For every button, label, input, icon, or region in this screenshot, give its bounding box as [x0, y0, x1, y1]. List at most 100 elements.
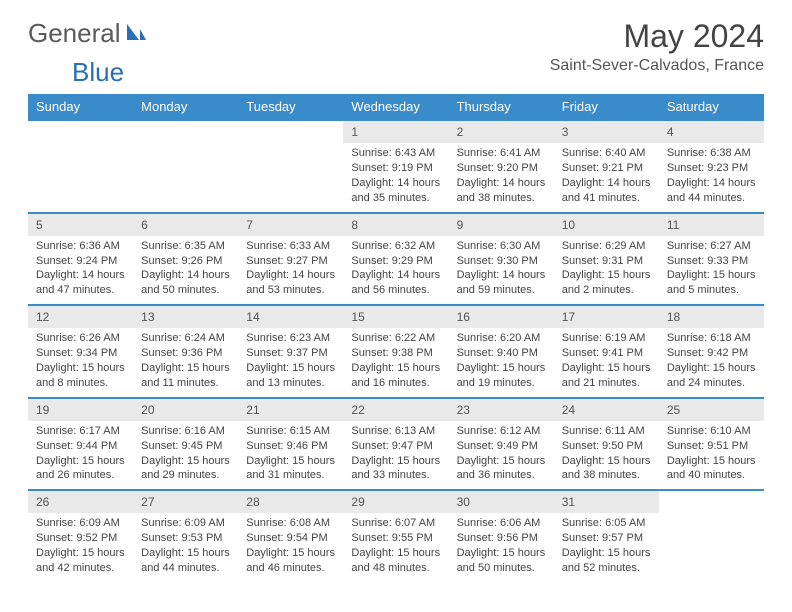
calendar-day-cell: 17Sunrise: 6:19 AMSunset: 9:41 PMDayligh… — [554, 305, 659, 398]
day-number: 14 — [238, 306, 343, 328]
daylight-text: Daylight: 15 hours and 13 minutes. — [246, 361, 335, 391]
calendar-day-cell: 22Sunrise: 6:13 AMSunset: 9:47 PMDayligh… — [343, 398, 448, 491]
daylight-text: Daylight: 15 hours and 31 minutes. — [246, 454, 335, 484]
sunset-text: Sunset: 9:20 PM — [457, 161, 546, 176]
sunrise-text: Sunrise: 6:08 AM — [246, 516, 335, 531]
sunrise-text: Sunrise: 6:32 AM — [351, 239, 440, 254]
day-details: Sunrise: 6:22 AMSunset: 9:38 PMDaylight:… — [343, 328, 448, 396]
daylight-text: Daylight: 15 hours and 8 minutes. — [36, 361, 125, 391]
day-details: Sunrise: 6:12 AMSunset: 9:49 PMDaylight:… — [449, 421, 554, 489]
daylight-text: Daylight: 15 hours and 33 minutes. — [351, 454, 440, 484]
sunset-text: Sunset: 9:51 PM — [667, 439, 756, 454]
calendar-day-cell: 30Sunrise: 6:06 AMSunset: 9:56 PMDayligh… — [449, 490, 554, 582]
daylight-text: Daylight: 14 hours and 35 minutes. — [351, 176, 440, 206]
day-number: 22 — [343, 399, 448, 421]
day-number: 18 — [659, 306, 764, 328]
day-details: Sunrise: 6:30 AMSunset: 9:30 PMDaylight:… — [449, 236, 554, 304]
sunset-text: Sunset: 9:21 PM — [562, 161, 651, 176]
calendar-day-cell: 29Sunrise: 6:07 AMSunset: 9:55 PMDayligh… — [343, 490, 448, 582]
sunrise-text: Sunrise: 6:17 AM — [36, 424, 125, 439]
daylight-text: Daylight: 15 hours and 48 minutes. — [351, 546, 440, 576]
calendar-day-cell: 20Sunrise: 6:16 AMSunset: 9:45 PMDayligh… — [133, 398, 238, 491]
sunrise-text: Sunrise: 6:09 AM — [141, 516, 230, 531]
sunset-text: Sunset: 9:40 PM — [457, 346, 546, 361]
calendar-day-cell: 7Sunrise: 6:33 AMSunset: 9:27 PMDaylight… — [238, 213, 343, 306]
day-details: Sunrise: 6:09 AMSunset: 9:53 PMDaylight:… — [133, 513, 238, 581]
sunset-text: Sunset: 9:46 PM — [246, 439, 335, 454]
sunrise-text: Sunrise: 6:26 AM — [36, 331, 125, 346]
calendar-day-cell: 10Sunrise: 6:29 AMSunset: 9:31 PMDayligh… — [554, 213, 659, 306]
sunrise-text: Sunrise: 6:43 AM — [351, 146, 440, 161]
sunset-text: Sunset: 9:54 PM — [246, 531, 335, 546]
calendar-day-cell: 27Sunrise: 6:09 AMSunset: 9:53 PMDayligh… — [133, 490, 238, 582]
day-details: Sunrise: 6:06 AMSunset: 9:56 PMDaylight:… — [449, 513, 554, 581]
sunrise-text: Sunrise: 6:07 AM — [351, 516, 440, 531]
sunset-text: Sunset: 9:26 PM — [141, 254, 230, 269]
day-number: 7 — [238, 214, 343, 236]
calendar-day-cell: 15Sunrise: 6:22 AMSunset: 9:38 PMDayligh… — [343, 305, 448, 398]
calendar-day-cell: 23Sunrise: 6:12 AMSunset: 9:49 PMDayligh… — [449, 398, 554, 491]
day-number: 30 — [449, 491, 554, 513]
daylight-text: Daylight: 14 hours and 56 minutes. — [351, 268, 440, 298]
day-details: Sunrise: 6:10 AMSunset: 9:51 PMDaylight:… — [659, 421, 764, 489]
day-details: Sunrise: 6:19 AMSunset: 9:41 PMDaylight:… — [554, 328, 659, 396]
daylight-text: Daylight: 14 hours and 44 minutes. — [667, 176, 756, 206]
day-details: Sunrise: 6:41 AMSunset: 9:20 PMDaylight:… — [449, 143, 554, 211]
day-number: 20 — [133, 399, 238, 421]
weekday-header: Tuesday — [238, 94, 343, 120]
day-details: Sunrise: 6:23 AMSunset: 9:37 PMDaylight:… — [238, 328, 343, 396]
calendar-day-cell: 1Sunrise: 6:43 AMSunset: 9:19 PMDaylight… — [343, 120, 448, 213]
calendar-day-cell: 9Sunrise: 6:30 AMSunset: 9:30 PMDaylight… — [449, 213, 554, 306]
sunset-text: Sunset: 9:57 PM — [562, 531, 651, 546]
sunset-text: Sunset: 9:24 PM — [36, 254, 125, 269]
sunset-text: Sunset: 9:29 PM — [351, 254, 440, 269]
sunrise-text: Sunrise: 6:33 AM — [246, 239, 335, 254]
sunrise-text: Sunrise: 6:13 AM — [351, 424, 440, 439]
sunrise-text: Sunrise: 6:20 AM — [457, 331, 546, 346]
calendar-day-cell: 28Sunrise: 6:08 AMSunset: 9:54 PMDayligh… — [238, 490, 343, 582]
daylight-text: Daylight: 14 hours and 50 minutes. — [141, 268, 230, 298]
day-number: 4 — [659, 121, 764, 143]
sunset-text: Sunset: 9:34 PM — [36, 346, 125, 361]
day-details: Sunrise: 6:08 AMSunset: 9:54 PMDaylight:… — [238, 513, 343, 581]
sunset-text: Sunset: 9:45 PM — [141, 439, 230, 454]
sunset-text: Sunset: 9:56 PM — [457, 531, 546, 546]
brand-logo: General — [28, 18, 149, 49]
calendar-day-cell: 31Sunrise: 6:05 AMSunset: 9:57 PMDayligh… — [554, 490, 659, 582]
calendar-day-cell: 11Sunrise: 6:27 AMSunset: 9:33 PMDayligh… — [659, 213, 764, 306]
day-details: Sunrise: 6:13 AMSunset: 9:47 PMDaylight:… — [343, 421, 448, 489]
day-details: Sunrise: 6:33 AMSunset: 9:27 PMDaylight:… — [238, 236, 343, 304]
calendar-day-cell: 12Sunrise: 6:26 AMSunset: 9:34 PMDayligh… — [28, 305, 133, 398]
calendar-day-cell: 16Sunrise: 6:20 AMSunset: 9:40 PMDayligh… — [449, 305, 554, 398]
day-details: Sunrise: 6:40 AMSunset: 9:21 PMDaylight:… — [554, 143, 659, 211]
day-details: Sunrise: 6:17 AMSunset: 9:44 PMDaylight:… — [28, 421, 133, 489]
calendar-day-cell: 26Sunrise: 6:09 AMSunset: 9:52 PMDayligh… — [28, 490, 133, 582]
day-number: 1 — [343, 121, 448, 143]
calendar-day-cell: 21Sunrise: 6:15 AMSunset: 9:46 PMDayligh… — [238, 398, 343, 491]
sunrise-text: Sunrise: 6:40 AM — [562, 146, 651, 161]
calendar-day-cell — [238, 120, 343, 213]
daylight-text: Daylight: 15 hours and 24 minutes. — [667, 361, 756, 391]
daylight-text: Daylight: 14 hours and 53 minutes. — [246, 268, 335, 298]
sunrise-text: Sunrise: 6:22 AM — [351, 331, 440, 346]
day-details: Sunrise: 6:16 AMSunset: 9:45 PMDaylight:… — [133, 421, 238, 489]
calendar-day-cell: 13Sunrise: 6:24 AMSunset: 9:36 PMDayligh… — [133, 305, 238, 398]
daylight-text: Daylight: 15 hours and 29 minutes. — [141, 454, 230, 484]
sunset-text: Sunset: 9:42 PM — [667, 346, 756, 361]
day-details: Sunrise: 6:15 AMSunset: 9:46 PMDaylight:… — [238, 421, 343, 489]
day-number: 25 — [659, 399, 764, 421]
calendar-day-cell: 8Sunrise: 6:32 AMSunset: 9:29 PMDaylight… — [343, 213, 448, 306]
daylight-text: Daylight: 15 hours and 16 minutes. — [351, 361, 440, 391]
daylight-text: Daylight: 14 hours and 47 minutes. — [36, 268, 125, 298]
sunrise-text: Sunrise: 6:19 AM — [562, 331, 651, 346]
page-title: May 2024 — [550, 18, 764, 55]
day-number: 9 — [449, 214, 554, 236]
calendar-day-cell: 19Sunrise: 6:17 AMSunset: 9:44 PMDayligh… — [28, 398, 133, 491]
day-number: 3 — [554, 121, 659, 143]
calendar-week-row: 5Sunrise: 6:36 AMSunset: 9:24 PMDaylight… — [28, 213, 764, 306]
weekday-header: Monday — [133, 94, 238, 120]
calendar-day-cell: 4Sunrise: 6:38 AMSunset: 9:23 PMDaylight… — [659, 120, 764, 213]
daylight-text: Daylight: 15 hours and 46 minutes. — [246, 546, 335, 576]
day-number: 2 — [449, 121, 554, 143]
calendar-week-row: 12Sunrise: 6:26 AMSunset: 9:34 PMDayligh… — [28, 305, 764, 398]
